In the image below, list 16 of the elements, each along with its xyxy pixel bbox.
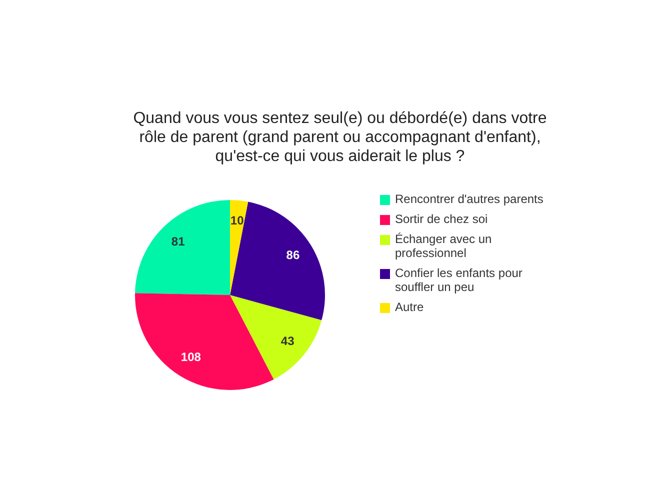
data-label: 10	[230, 213, 244, 228]
legend-label: Sortir de chez soi	[395, 212, 488, 226]
legend-label: Rencontrer d'autres parents	[395, 192, 544, 206]
pie-slice	[230, 202, 325, 320]
data-label: 81	[171, 234, 186, 248]
legend-label: Autre	[395, 300, 424, 314]
data-label: 108	[180, 350, 202, 364]
data-label: 86	[286, 248, 300, 262]
chart-title: Quand vous vous sentez seul(e) ou débordé(e) dans votre rôle de parent (grand parent ou accompagnant d'enfant), qu'est-ce qui vous aiderait le plus ?	[133, 110, 547, 165]
pie-slice	[230, 200, 248, 295]
pie-slice	[230, 295, 322, 380]
pie-slice	[135, 293, 274, 390]
data-label: 43	[280, 334, 295, 348]
pie-slice	[135, 200, 230, 295]
legend-label: Confier les enfants pour souffler un peu	[395, 266, 522, 294]
legend-label: Échanger avec un professionnel	[395, 232, 492, 260]
